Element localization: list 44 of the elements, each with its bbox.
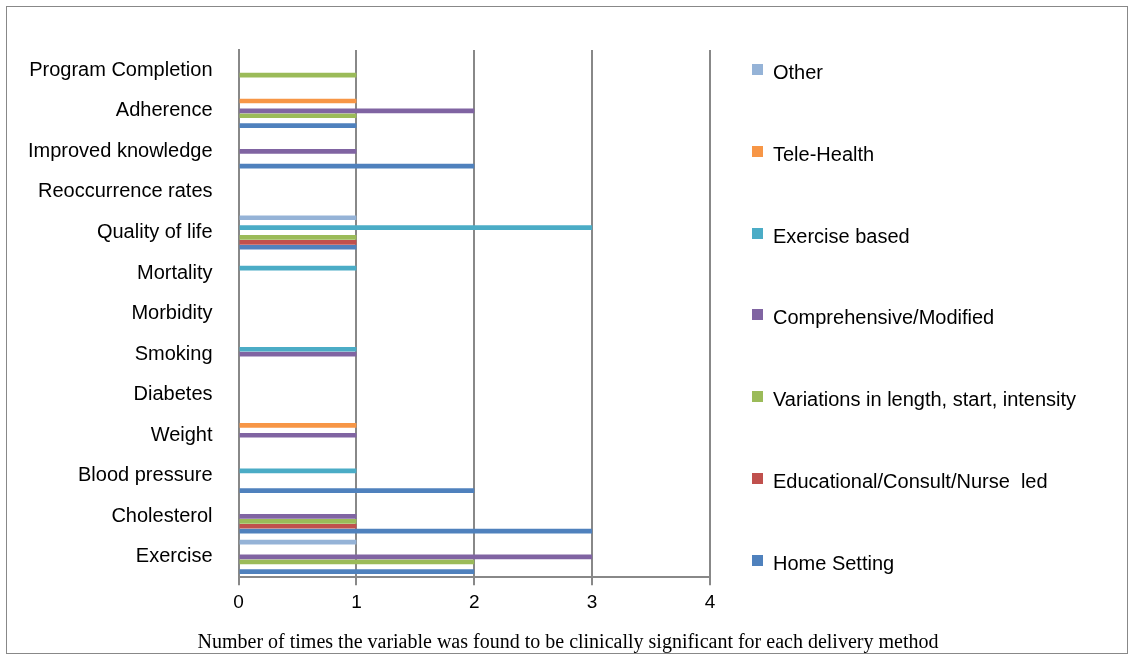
y-tick-label: Diabetes <box>133 382 213 405</box>
x-tick-label: 4 <box>704 590 716 612</box>
bar <box>239 123 357 128</box>
y-tick-label: Reoccurrence rates <box>38 179 213 202</box>
x-axis-title: Number of times the variable was found to be clinically significant for each delivery method <box>196 630 940 653</box>
bar <box>239 244 357 250</box>
y-tick-label: Program Completion <box>29 57 213 80</box>
legend-label: Home Setting <box>773 550 895 576</box>
bar <box>239 569 475 575</box>
y-tick-label: Cholesterol <box>111 503 213 526</box>
y-tick-label: Weight <box>150 422 213 445</box>
legend-label: Exercise based <box>773 223 910 249</box>
bar <box>239 488 475 493</box>
x-tick-label: 0 <box>233 590 244 612</box>
x-tick-label: 1 <box>351 590 362 612</box>
y-tick-label: Mortality <box>136 260 213 283</box>
bar <box>239 346 357 352</box>
y-tick-label: Blood pressure <box>78 463 213 486</box>
y-tick-label: Morbidity <box>131 301 213 324</box>
bar <box>239 518 357 524</box>
legend-label: Comprehensive/Modified <box>773 305 995 331</box>
legend-label: Tele-Health <box>773 141 875 167</box>
legend-label: Variations in length, start, intensity <box>773 387 1077 413</box>
bar <box>239 108 475 114</box>
legend-label: Other <box>773 60 824 85</box>
y-tick-label: Smoking <box>134 341 213 364</box>
y-tick-label: Improved knowledge <box>27 138 213 161</box>
bar <box>239 523 357 529</box>
x-tick-label: 2 <box>468 590 480 612</box>
bar <box>239 215 357 221</box>
bar <box>239 149 357 154</box>
bar <box>239 225 593 230</box>
bar <box>239 514 357 519</box>
y-tick-label: Exercise <box>135 544 213 567</box>
bar <box>239 113 357 119</box>
legend-label: Educational/Consult/Nurse led <box>773 469 1048 495</box>
x-tick-label: 3 <box>586 590 598 612</box>
bar <box>239 72 357 78</box>
bar <box>239 423 357 428</box>
bar <box>239 432 357 438</box>
y-tick-label: Quality of life <box>96 220 213 243</box>
bar <box>239 235 357 240</box>
y-tick-label: Adherence <box>115 98 213 121</box>
bar <box>239 240 357 245</box>
